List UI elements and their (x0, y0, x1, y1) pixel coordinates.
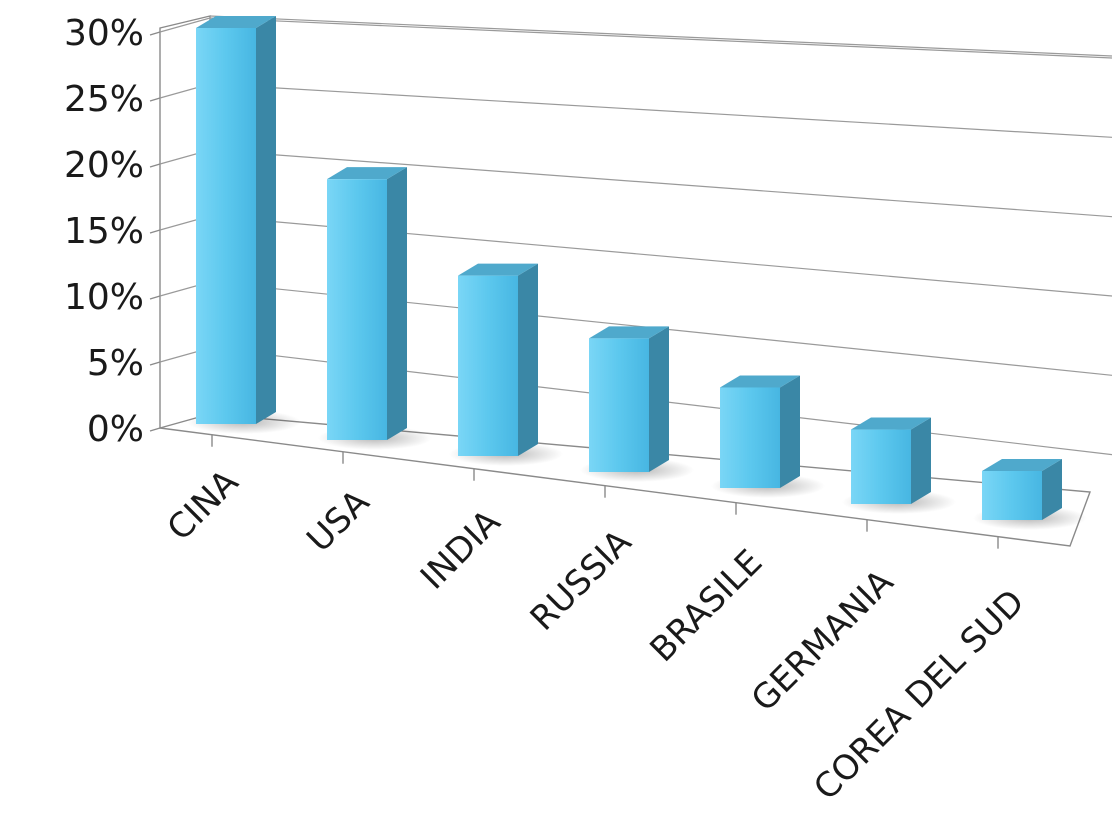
bar-front (851, 429, 911, 504)
y-tick-mark (149, 361, 161, 366)
bar-top (851, 417, 931, 430)
y-tick-label: 0% (87, 409, 144, 450)
bar-side (387, 167, 407, 440)
bar-side (1042, 459, 1062, 520)
bar (187, 16, 301, 434)
bar-front (982, 471, 1042, 520)
gridline (159, 215, 1112, 297)
y-tick-label: 20% (64, 145, 144, 186)
y-tick-mark (149, 427, 161, 432)
bar (449, 263, 563, 466)
gridline (159, 17, 1112, 59)
bar-top (982, 459, 1062, 472)
bar-side (649, 326, 669, 472)
y-tick-label: 30% (64, 13, 144, 54)
y-tick-label: 15% (64, 211, 144, 252)
bar-side (256, 16, 276, 424)
y-tick-mark (149, 229, 161, 234)
y-tick-label: 25% (64, 79, 144, 120)
bar-top (458, 263, 538, 276)
bar-side (518, 263, 538, 456)
bar-front (458, 275, 518, 456)
x-tick-label: CINA (160, 462, 247, 549)
bar (973, 459, 1087, 530)
gridline (159, 83, 1112, 138)
y-tick-label: 5% (87, 343, 144, 384)
x-axis-ticks (211, 434, 999, 549)
y-tick-label: 10% (64, 277, 144, 318)
bar (318, 167, 432, 450)
bar-front (327, 179, 387, 440)
bar (711, 375, 825, 498)
x-tick-label: INDIA (413, 502, 508, 597)
bar-front (196, 28, 256, 424)
bar-front (720, 387, 780, 488)
bar-top (327, 167, 407, 180)
x-tick-label: USA (299, 482, 377, 560)
bar-top (720, 375, 800, 388)
bar (842, 417, 956, 514)
y-tick-mark (149, 31, 161, 36)
y-tick-mark (149, 97, 161, 102)
bar-side (780, 375, 800, 488)
x-tick-label: GERMANIA (744, 562, 902, 720)
bars (187, 16, 1087, 530)
back-wall-top (209, 15, 1112, 57)
bar-side (911, 417, 931, 504)
y-axis: 0% 5% 10% 15% 20% 25% 30% (64, 13, 161, 450)
y-tick-mark (149, 295, 161, 300)
bar (580, 326, 694, 482)
y-tick-mark (149, 163, 161, 168)
bar-top (589, 326, 669, 339)
x-tick-label: BRASILE (642, 542, 770, 670)
x-tick-label: RUSSIA (523, 522, 640, 639)
gridline (159, 149, 1112, 218)
bar-top (196, 16, 276, 28)
bar-front (589, 338, 649, 472)
